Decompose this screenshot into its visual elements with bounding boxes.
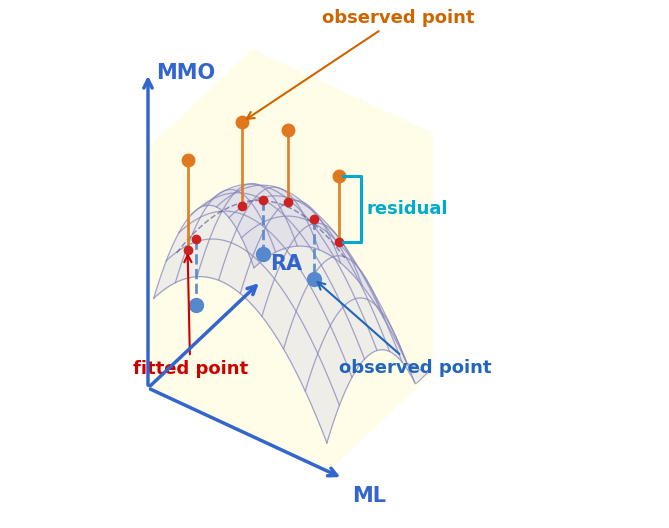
Polygon shape <box>256 188 290 210</box>
Polygon shape <box>188 211 222 245</box>
Polygon shape <box>260 185 294 200</box>
Polygon shape <box>238 185 272 202</box>
Text: residual: residual <box>367 200 448 218</box>
Polygon shape <box>272 196 306 220</box>
Polygon shape <box>287 233 321 284</box>
Polygon shape <box>179 199 213 233</box>
Polygon shape <box>278 201 312 233</box>
Polygon shape <box>290 201 324 225</box>
Polygon shape <box>225 184 260 191</box>
Polygon shape <box>355 299 389 352</box>
Polygon shape <box>201 193 235 217</box>
Polygon shape <box>175 239 209 282</box>
Polygon shape <box>359 268 393 331</box>
Polygon shape <box>191 190 225 214</box>
Polygon shape <box>231 215 266 256</box>
Polygon shape <box>328 233 362 286</box>
Polygon shape <box>262 279 296 349</box>
Polygon shape <box>308 265 343 326</box>
Polygon shape <box>247 184 282 189</box>
Polygon shape <box>303 202 337 235</box>
Polygon shape <box>269 188 303 202</box>
Polygon shape <box>282 189 316 213</box>
Polygon shape <box>294 200 328 233</box>
Text: MMO: MMO <box>156 63 215 83</box>
Polygon shape <box>337 235 371 288</box>
Polygon shape <box>324 225 359 268</box>
Text: fitted point: fitted point <box>132 255 248 378</box>
Polygon shape <box>343 299 377 359</box>
Polygon shape <box>219 243 253 294</box>
Polygon shape <box>284 312 318 391</box>
Polygon shape <box>393 331 427 382</box>
Polygon shape <box>154 245 188 298</box>
Polygon shape <box>305 354 339 443</box>
Polygon shape <box>274 251 308 312</box>
Polygon shape <box>213 184 247 199</box>
Polygon shape <box>285 216 319 250</box>
Polygon shape <box>222 193 256 215</box>
Polygon shape <box>300 224 334 265</box>
Polygon shape <box>368 300 402 362</box>
Polygon shape <box>216 191 251 218</box>
Polygon shape <box>381 310 415 382</box>
Polygon shape <box>240 256 274 316</box>
Text: ML: ML <box>352 486 386 506</box>
Text: observed point: observed point <box>247 9 475 119</box>
Polygon shape <box>251 196 285 222</box>
Polygon shape <box>263 216 297 252</box>
Polygon shape <box>321 257 355 307</box>
Polygon shape <box>266 210 300 251</box>
Polygon shape <box>148 49 433 472</box>
Polygon shape <box>312 224 347 258</box>
Polygon shape <box>242 222 276 268</box>
Text: observed point: observed point <box>318 282 491 377</box>
Polygon shape <box>316 213 350 256</box>
Polygon shape <box>330 307 365 378</box>
Polygon shape <box>204 190 238 207</box>
Polygon shape <box>235 184 269 196</box>
Text: RA: RA <box>270 254 302 275</box>
Polygon shape <box>347 258 381 310</box>
Polygon shape <box>318 326 352 406</box>
Polygon shape <box>229 202 263 238</box>
Polygon shape <box>306 220 341 263</box>
Polygon shape <box>253 228 287 279</box>
Polygon shape <box>197 239 231 280</box>
Polygon shape <box>209 211 244 243</box>
Polygon shape <box>334 257 368 300</box>
Polygon shape <box>296 284 330 354</box>
Polygon shape <box>166 217 201 261</box>
Polygon shape <box>244 196 278 228</box>
Polygon shape <box>371 288 405 361</box>
Polygon shape <box>350 256 384 318</box>
